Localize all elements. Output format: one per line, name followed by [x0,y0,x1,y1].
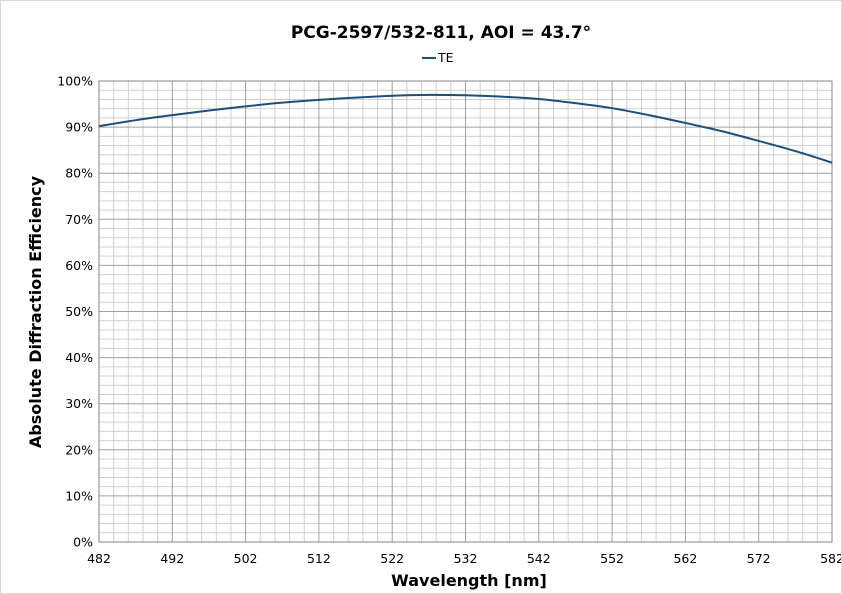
y-axis-title: Absolute Diffraction Efficiency [26,175,45,448]
y-tick-label: 0% [73,535,93,550]
y-tick-label: 30% [65,396,93,411]
plot-area-border [98,80,833,543]
series-line-te [98,93,833,164]
x-tick-label: 512 [307,551,331,566]
series-layer [98,93,833,164]
x-axis-title: Wavelength [nm] [391,571,547,590]
y-axis-tick-labels: 0% 10% 20% 30% 40% 50% 60% 70% 80% 90% 100% [57,74,93,550]
major-gridlines [98,80,833,543]
y-tick-label: 60% [65,258,93,273]
x-tick-label: 492 [160,551,184,566]
x-tick-label: 542 [527,551,551,566]
x-tick-label: 532 [454,551,478,566]
x-axis-tick-labels: 482 492 502 512 522 532 542 552 562 572 582 [87,551,841,566]
x-tick-label: 502 [234,551,258,566]
y-tick-label: 100% [57,74,93,89]
x-tick-label: 562 [673,551,697,566]
legend: TE [422,50,454,65]
y-tick-label: 10% [65,488,93,503]
x-tick-label: 552 [600,551,624,566]
y-tick-label: 70% [65,212,93,227]
legend-label-te: TE [437,50,454,65]
y-tick-label: 40% [65,350,93,365]
y-tick-label: 90% [65,120,93,135]
y-tick-label: 20% [65,442,93,457]
x-tick-label: 572 [747,551,771,566]
x-tick-label: 482 [87,551,111,566]
y-tick-label: 50% [65,304,93,319]
chart-title: PCG-2597/532-811, AOI = 43.7° [291,23,591,43]
y-tick-label: 80% [65,166,93,181]
x-tick-label: 582 [820,551,841,566]
x-tick-label: 522 [380,551,404,566]
